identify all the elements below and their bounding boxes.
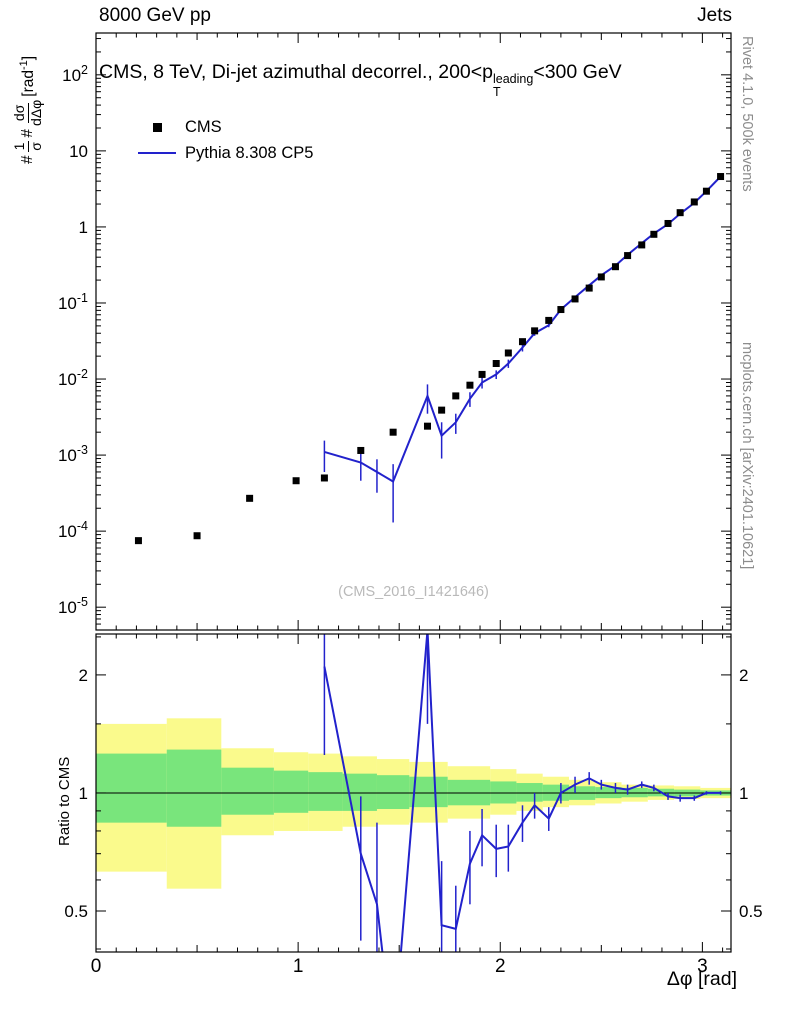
ylabel-frac-1-over-sigma: 1 σ xyxy=(11,140,44,153)
svg-text:10-3: 10-3 xyxy=(58,443,88,465)
cms-square-icon xyxy=(152,122,162,132)
ratio-series xyxy=(323,634,722,952)
cms-series-main xyxy=(134,173,725,545)
ylabel-frac-dsigma-dphi: dσ dΔφ xyxy=(11,99,44,126)
svg-text:10-4: 10-4 xyxy=(58,519,88,541)
plot-title-text: CMS, 8 TeV, Di-jet azimuthal decorrel., … xyxy=(99,61,493,83)
svg-text:3: 3 xyxy=(697,956,708,977)
legend-item-cms: CMS xyxy=(138,114,313,140)
pt-superscript: leading xyxy=(493,72,534,86)
legend-item-pythia: Pythia 8.308 CP5 xyxy=(138,140,313,166)
pythia-line-icon xyxy=(138,151,176,155)
ylabel-unit: [rad-1] xyxy=(18,55,38,97)
ratio-panel-frame xyxy=(95,633,732,953)
x-axis-label: Δφ [rad] xyxy=(666,968,737,990)
ratio-y-axis-label: Ratio to CMS xyxy=(56,756,73,846)
analysis-group-label: Jets xyxy=(697,5,732,26)
pythia-series-main xyxy=(323,175,722,523)
pt-leading-stack: leading T xyxy=(493,73,533,98)
legend: CMS Pythia 8.308 CP5 xyxy=(138,114,313,166)
main-panel-frame xyxy=(95,32,732,631)
svg-text:1: 1 xyxy=(739,784,748,803)
svg-text:10: 10 xyxy=(69,142,88,161)
svg-text:2: 2 xyxy=(79,666,88,685)
pt-subscript: T xyxy=(493,84,501,99)
beam-energy-label: 8000 GeV pp xyxy=(99,5,211,26)
svg-text:1: 1 xyxy=(79,784,88,803)
mcplots-arxiv-note: mcplots.cern.ch [arXiv:2401.10621] xyxy=(739,342,755,570)
svg-text:2: 2 xyxy=(495,956,506,977)
svg-text:10-5: 10-5 xyxy=(58,595,88,617)
svg-text:10-2: 10-2 xyxy=(58,367,88,389)
svg-text:2: 2 xyxy=(739,666,748,685)
ylabel-hash-2: # xyxy=(19,128,37,138)
ratio-uncertainty-bands xyxy=(96,718,731,889)
legend-label-cms: CMS xyxy=(185,117,222,136)
legend-label-pythia: Pythia 8.308 CP5 xyxy=(185,143,314,162)
pythia-marker-swatch xyxy=(138,151,176,155)
rivet-version-note: Rivet 4.1.0, 500k events xyxy=(739,36,755,192)
svg-text:102: 102 xyxy=(62,63,88,85)
ylabel-hash-1: # xyxy=(19,155,37,164)
svg-text:10-1: 10-1 xyxy=(58,291,88,313)
analysis-id-watermark: (CMS_2016_I1421646) xyxy=(338,584,489,600)
svg-text:1: 1 xyxy=(79,218,88,237)
plot-title: CMS, 8 TeV, Di-jet azimuthal decorrel., … xyxy=(99,61,622,98)
svg-text:1: 1 xyxy=(293,956,304,977)
main-y-axis-label: # 1 σ # dσ dΔφ [rad-1] xyxy=(11,55,44,164)
svg-text:0: 0 xyxy=(91,956,102,977)
svg-text:0.5: 0.5 xyxy=(64,902,88,921)
svg-text:0.5: 0.5 xyxy=(739,902,763,921)
plot-title-suffix: <300 GeV xyxy=(533,61,622,83)
cms-marker-swatch xyxy=(138,122,176,132)
